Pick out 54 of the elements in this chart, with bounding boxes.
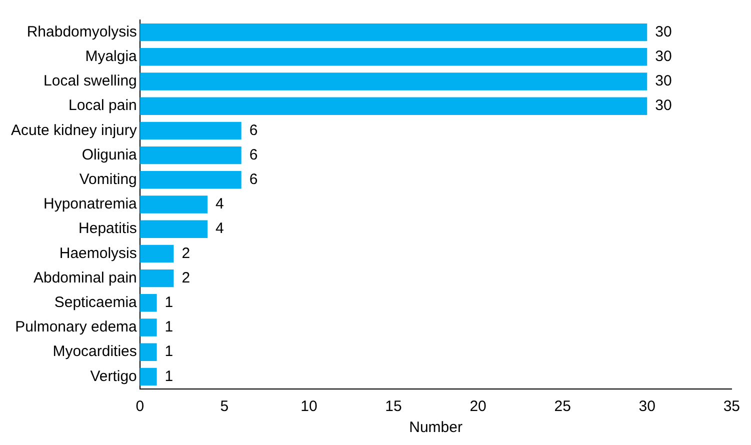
bar bbox=[140, 146, 242, 164]
bar bbox=[140, 244, 174, 263]
bar bbox=[140, 48, 648, 66]
y-tick-label: Acute kidney injury bbox=[10, 122, 138, 139]
data-label: 6 bbox=[249, 146, 258, 164]
y-tick-label: Septicaemia bbox=[54, 294, 138, 312]
y-tick-label: Myocardities bbox=[52, 343, 137, 360]
bar bbox=[140, 269, 174, 288]
bar bbox=[140, 97, 648, 115]
data-label: 4 bbox=[216, 196, 224, 213]
bar bbox=[140, 171, 242, 189]
x-axis-title: Number bbox=[409, 419, 462, 436]
x-tick-label: 15 bbox=[385, 398, 402, 416]
y-tick-label: Rhabdomyolysis bbox=[26, 23, 137, 40]
bar bbox=[140, 368, 157, 386]
x-tick-label: 25 bbox=[554, 398, 571, 416]
data-label: 1 bbox=[164, 294, 174, 312]
data-label: 30 bbox=[655, 48, 672, 66]
x-tick-label: 20 bbox=[470, 398, 486, 416]
data-label: 6 bbox=[249, 171, 258, 188]
y-tick-label: Haemolysis bbox=[59, 244, 137, 262]
data-label: 6 bbox=[249, 122, 258, 139]
bar bbox=[140, 122, 242, 140]
y-tick-label: Vertigo bbox=[90, 368, 137, 385]
data-label: 1 bbox=[164, 318, 174, 336]
y-tick-label: Oligunia bbox=[82, 146, 138, 164]
data-label: 1 bbox=[164, 343, 174, 360]
data-label: 4 bbox=[216, 220, 224, 238]
x-tick-label: 10 bbox=[300, 398, 318, 416]
data-label: 2 bbox=[182, 269, 190, 286]
x-tick-label: 5 bbox=[220, 398, 229, 416]
bar bbox=[140, 318, 157, 336]
x-tick-label: 0 bbox=[136, 398, 144, 416]
bar bbox=[140, 23, 648, 42]
y-tick-label: Pulmonary edema bbox=[15, 318, 138, 336]
y-tick-label: Vomiting bbox=[79, 171, 137, 188]
data-label: 30 bbox=[655, 23, 672, 40]
bar bbox=[140, 196, 208, 214]
data-label: 1 bbox=[164, 368, 174, 385]
bar bbox=[140, 220, 208, 238]
x-tick-label: 35 bbox=[723, 398, 740, 416]
x-tick-label: 30 bbox=[638, 398, 656, 416]
y-tick-label: Abdominal pain bbox=[33, 269, 137, 286]
y-tick-label: Local pain bbox=[68, 97, 137, 114]
y-tick-label: Hepatitis bbox=[78, 220, 137, 238]
data-label: 2 bbox=[182, 244, 190, 262]
bar bbox=[140, 343, 157, 361]
data-label: 30 bbox=[655, 97, 672, 114]
y-tick-label: Myalgia bbox=[85, 48, 138, 66]
bar bbox=[140, 72, 648, 90]
data-label: 30 bbox=[655, 72, 672, 90]
y-tick-label: Local swelling bbox=[44, 72, 137, 90]
bar bbox=[140, 294, 157, 312]
y-tick-label: Hyponatremia bbox=[44, 196, 138, 213]
